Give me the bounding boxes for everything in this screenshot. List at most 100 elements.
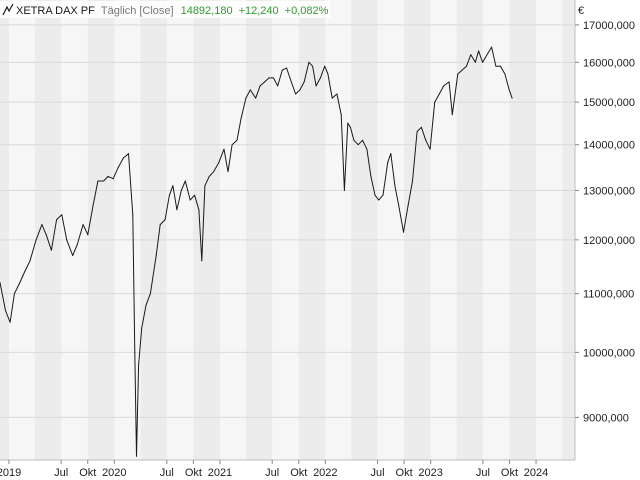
x-tick-label: Okt [290,467,307,479]
data-point [268,77,270,79]
data-point [495,65,497,67]
data-point [470,54,472,56]
data-point [299,89,301,91]
data-point [41,224,43,226]
data-point [491,46,493,48]
time-band [140,0,167,460]
data-point [97,180,99,182]
data-point [249,89,251,91]
data-point [443,85,445,87]
data-point [168,194,170,196]
data-point [56,219,58,221]
data-point [155,255,157,256]
x-tick-label: Okt [396,467,413,479]
data-point [353,139,355,141]
x-tick-label: Jul [371,467,385,479]
data-point [407,204,409,206]
data-point [213,171,215,173]
x-tick-label: Jul [476,467,490,479]
time-band [456,0,483,460]
data-point [159,224,161,226]
data-point [149,293,151,295]
data-point [255,97,257,99]
data-point [508,89,510,91]
data-point [82,224,84,226]
data-point [478,50,480,52]
data-point [378,199,380,201]
data-point [172,185,174,187]
data-point [438,93,440,95]
data-point [382,194,384,196]
y-axis: 9000,000 10000,000 11000,000 12000,000 13000… [575,20,635,424]
data-point [324,65,326,67]
data-point [390,153,392,155]
data-point [500,65,501,67]
interval-label: Täglich [101,5,136,17]
data-point [482,61,484,63]
data-point [189,199,191,201]
data-point [66,239,68,241]
data-point [103,180,105,182]
data-point [184,180,186,182]
data-point [370,175,372,177]
data-point [87,234,89,236]
x-tick-label: 2024 [524,467,548,479]
data-point [434,101,436,103]
y-tick-label: 14000,000 [583,140,635,152]
data-point [122,157,124,159]
data-point [0,282,1,283]
price-series [0,46,513,457]
data-point [343,190,345,191]
time-band [87,0,115,460]
data-point [416,131,418,133]
data-point [117,166,119,168]
data-point [286,67,288,69]
data-point [420,126,422,128]
data-point [19,282,21,283]
price-line [0,46,513,457]
currency-label: € [578,5,584,17]
data-point [29,260,31,262]
data-point [50,249,52,251]
data-point [76,244,78,246]
y-tick-label: 11000,000 [583,289,634,301]
data-point [451,114,453,116]
y-tick-label: 9000,000 [583,412,629,424]
data-point [259,85,261,87]
data-point [511,97,513,99]
data-point [504,73,506,75]
data-point [448,81,450,83]
data-point [457,73,459,75]
x-tick-label: Okt [501,467,518,479]
x-tick-label: Jul [54,467,68,479]
x-axis: 2019 Jul Okt 2020 Jul Okt 2021 Jul Okt 2022 Jul Okt… [0,460,548,479]
time-band [509,0,537,460]
data-point [461,69,463,71]
time-band [34,0,62,460]
data-point [327,73,329,75]
data-point [176,209,178,211]
data-point [136,455,137,457]
data-point [474,61,476,63]
time-band [404,0,431,460]
data-point [319,77,321,79]
data-point [349,126,351,128]
header-line: XETRA DAX PF Täglich [Close] 14892,180 +12,2… [16,5,329,17]
y-tick-label: 12000,000 [583,235,635,247]
data-point [5,310,6,312]
data-point [336,93,338,95]
data-point [112,178,114,180]
y-tick-label: 17000,000 [583,20,635,32]
data-point [141,327,143,329]
data-point [145,304,147,306]
data-point [357,144,359,146]
data-point [72,255,74,256]
instrument-name: XETRA DAX PF [16,5,95,17]
data-point [236,139,238,141]
y-tick-label: 16000,000 [583,57,635,69]
x-tick-label: Jul [160,467,174,479]
data-point [132,214,134,216]
data-point [24,271,26,272]
data-point [425,139,427,141]
data-point [403,231,404,233]
